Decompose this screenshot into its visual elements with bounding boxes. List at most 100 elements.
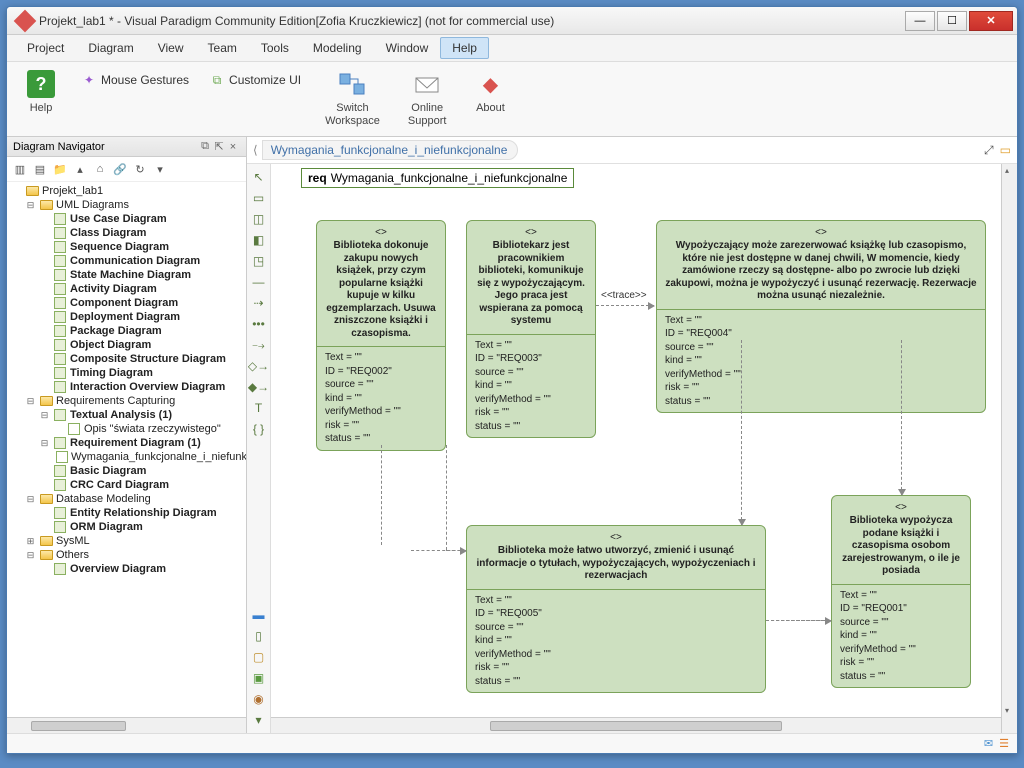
canvas-wrap: ↖ ▭ ◫ ◧ ◳ — ⇢ ••• ⤍ ◇→ ◆→ T { } ▬ ▯ ▢ xyxy=(247,164,1017,733)
switch-workspace-icon xyxy=(336,68,368,100)
menu-team[interactable]: Team xyxy=(196,37,249,59)
requirement-box[interactable]: <>Wypożyczający może zarezerwować książk… xyxy=(656,220,986,413)
brace-tool-icon[interactable]: { } xyxy=(250,420,268,438)
about-button[interactable]: ◆ About xyxy=(464,66,516,117)
diagram-canvas[interactable]: <>Biblioteka dokonuje zakupu nowych ksią… xyxy=(271,190,1001,717)
requirement-box[interactable]: <>Biblioteka może łatwo utworzyć, zmieni… xyxy=(466,525,766,693)
customize-ui-button[interactable]: ⧉ Customize UI xyxy=(203,70,307,90)
nav-link-icon[interactable]: 🔗 xyxy=(111,160,129,178)
close-button[interactable] xyxy=(969,11,1013,31)
diagram-frame-label: req Wymagania_funkcjonalne_i_niefunkcjon… xyxy=(301,168,574,188)
minimize-button[interactable]: — xyxy=(905,11,935,31)
tree-node[interactable]: ⊟UML Diagrams xyxy=(11,198,244,212)
tree-leaf[interactable]: Overview Diagram xyxy=(11,562,244,576)
menu-diagram[interactable]: Diagram xyxy=(76,37,145,59)
aggr-tool-icon[interactable]: ◇→ xyxy=(250,357,268,375)
layers-icon[interactable]: ▭ xyxy=(1000,143,1011,158)
tree-leaf[interactable]: Composite Structure Diagram xyxy=(11,352,244,366)
dot-tool-icon[interactable]: ••• xyxy=(250,315,268,333)
line-tool-icon[interactable]: — xyxy=(250,273,268,291)
rss-status-icon[interactable]: ☰ xyxy=(999,737,1009,750)
tree-node[interactable]: ⊞SysML xyxy=(11,534,244,548)
derive-tool-icon[interactable]: ⇢ xyxy=(250,294,268,312)
help-group[interactable]: ? Help xyxy=(15,66,67,117)
note-tool-icon[interactable]: ◳ xyxy=(250,252,268,270)
tree-leaf[interactable]: Use Case Diagram xyxy=(11,212,244,226)
mail-status-icon[interactable]: ✉ xyxy=(984,737,993,750)
tree-leaf[interactable]: State Machine Diagram xyxy=(11,268,244,282)
dash-tool-icon[interactable]: ⤍ xyxy=(250,336,268,354)
menu-project[interactable]: Project xyxy=(15,37,76,59)
maximize-button[interactable]: ☐ xyxy=(937,11,967,31)
tree-leaf[interactable]: Wymagania_funkcjonalne_i_niefunkcjonalne xyxy=(11,450,244,464)
tree-leaf[interactable]: Package Diagram xyxy=(11,324,244,338)
req-tool-icon[interactable]: ▭ xyxy=(250,189,268,207)
nav-home-icon[interactable]: ⌂ xyxy=(91,160,109,178)
nav-new-icon[interactable]: ▥ xyxy=(11,160,29,178)
trace-label: <<trace>> xyxy=(601,290,647,301)
tree-leaf[interactable]: Class Diagram xyxy=(11,226,244,240)
tree-node[interactable]: ⊟Database Modeling xyxy=(11,492,244,506)
switch-workspace-button[interactable]: Switch Workspace xyxy=(315,66,390,130)
nav-open-icon[interactable]: ▤ xyxy=(31,160,49,178)
nav-menu-icon[interactable]: ▾ xyxy=(151,160,169,178)
nav-up-icon[interactable]: ▴ xyxy=(71,160,89,178)
tree-leaf[interactable]: Deployment Diagram xyxy=(11,310,244,324)
nav-pin-icon[interactable]: ⇱ xyxy=(212,140,226,153)
nav-refresh-icon[interactable]: ↻ xyxy=(131,160,149,178)
shape3-tool-icon[interactable]: ◉ xyxy=(250,690,268,708)
testcase-tool-icon[interactable]: ◧ xyxy=(250,231,268,249)
tree-leaf[interactable]: Object Diagram xyxy=(11,338,244,352)
comp-tool-icon[interactable]: ◆→ xyxy=(250,378,268,396)
tree-node[interactable]: ⊟Requirements Capturing xyxy=(11,394,244,408)
navigator-tree[interactable]: Projekt_lab1⊟UML DiagramsUse Case Diagra… xyxy=(7,182,246,717)
menu-view[interactable]: View xyxy=(146,37,196,59)
tree-leaf[interactable]: Communication Diagram xyxy=(11,254,244,268)
menu-modeling[interactable]: Modeling xyxy=(301,37,374,59)
tree-node[interactable]: ⊟Textual Analysis (1) xyxy=(11,408,244,422)
online-support-button[interactable]: Online Support xyxy=(398,66,457,130)
tree-node[interactable]: ⊟Others xyxy=(11,548,244,562)
breadcrumb-label: Wymagania_funkcjonalne_i_niefunkcjonalne xyxy=(271,143,508,157)
tree-leaf[interactable]: Sequence Diagram xyxy=(11,240,244,254)
breadcrumb[interactable]: Wymagania_funkcjonalne_i_niefunkcjonalne xyxy=(262,140,519,160)
model-tool-icon[interactable]: ◫ xyxy=(250,210,268,228)
requirement-box[interactable]: <>Biblioteka dokonuje zakupu nowych ksią… xyxy=(316,220,446,451)
folder-tool-icon[interactable]: ▬ xyxy=(250,606,268,624)
link-back-icon[interactable]: ⟨ xyxy=(253,143,258,157)
nav-close-icon[interactable]: × xyxy=(226,141,240,153)
tree-leaf[interactable]: Component Diagram xyxy=(11,296,244,310)
tree-node[interactable]: Projekt_lab1 xyxy=(11,184,244,198)
cursor-tool-icon[interactable]: ↖ xyxy=(250,168,268,186)
shape1-tool-icon[interactable]: ▢ xyxy=(250,648,268,666)
online-support-label: Online Support xyxy=(408,102,447,128)
connector xyxy=(771,620,829,621)
nav-cat-icon[interactable]: 📁 xyxy=(51,160,69,178)
connector xyxy=(411,550,466,551)
menu-window[interactable]: Window xyxy=(374,37,441,59)
tree-leaf[interactable]: Opis "świata rzeczywistego" xyxy=(11,422,244,436)
tree-leaf[interactable]: Timing Diagram xyxy=(11,366,244,380)
fit-icon[interactable]: ⤢ xyxy=(984,143,994,158)
tree-leaf[interactable]: Interaction Overview Diagram xyxy=(11,380,244,394)
tree-node[interactable]: Basic Diagram xyxy=(11,464,244,478)
expand-palette-icon[interactable]: ▾ xyxy=(250,711,268,729)
menu-help[interactable]: Help xyxy=(440,37,489,59)
tree-node[interactable]: ⊟Requirement Diagram (1) xyxy=(11,436,244,450)
titlebar: Projekt_lab1 * - Visual Paradigm Communi… xyxy=(7,7,1017,35)
tree-node[interactable]: CRC Card Diagram xyxy=(11,478,244,492)
mouse-gestures-button[interactable]: ✦ Mouse Gestures xyxy=(75,70,195,90)
text-tool-icon[interactable]: T xyxy=(250,399,268,417)
tree-leaf[interactable]: Activity Diagram xyxy=(11,282,244,296)
requirement-box[interactable]: <>Bibliotekarz jest pracownikiem bibliot… xyxy=(466,220,596,438)
canvas-hscroll[interactable] xyxy=(271,717,1001,733)
canvas-vscroll[interactable]: ▴ ▾ xyxy=(1001,164,1017,733)
menu-tools[interactable]: Tools xyxy=(249,37,301,59)
shape2-tool-icon[interactable]: ▣ xyxy=(250,669,268,687)
tree-leaf[interactable]: Entity Relationship Diagram xyxy=(11,506,244,520)
doc-tool-icon[interactable]: ▯ xyxy=(250,627,268,645)
tree-leaf[interactable]: ORM Diagram xyxy=(11,520,244,534)
nav-restore-icon[interactable]: ⧉ xyxy=(198,140,212,153)
navigator-hscroll[interactable] xyxy=(7,717,246,733)
requirement-box[interactable]: <>Biblioteka wypożycza podane książki i … xyxy=(831,495,971,688)
